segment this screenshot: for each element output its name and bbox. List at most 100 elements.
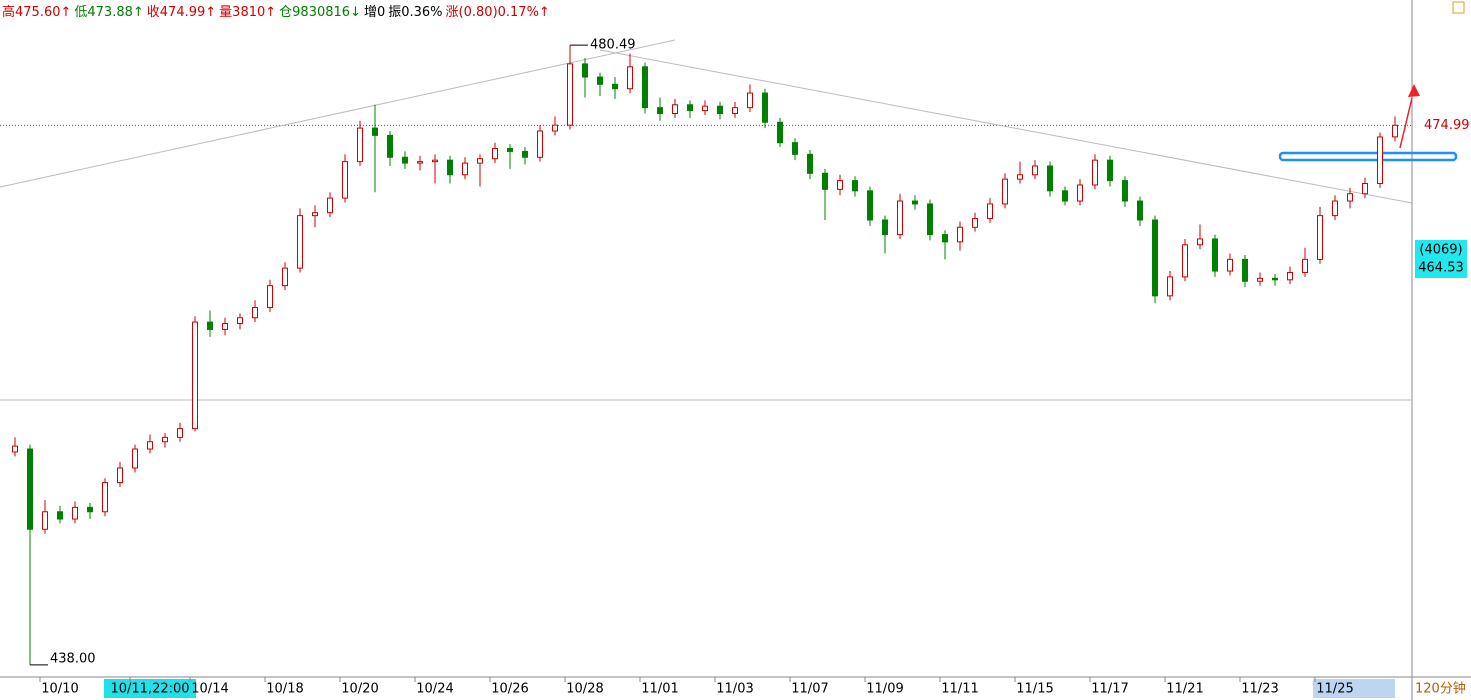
candle-body [1347,193,1353,202]
time-label: 11/25 [1316,682,1353,697]
candle-body [282,267,288,287]
candle-body [897,200,903,236]
time-label: 11/01 [641,682,678,697]
candle-body [852,180,858,192]
header-item: 振0.36% [388,5,443,20]
candle-body [12,445,18,453]
candle-body [492,148,498,160]
candle-body [312,212,318,217]
candle-body [147,441,153,450]
header-item: 收474.99↑ [146,5,217,20]
candle-body [1242,258,1248,282]
candle-body [642,66,648,109]
candle-body [387,134,393,158]
candle-body [537,130,543,158]
max-label: 480.49 [590,38,636,53]
candle-body [87,506,93,513]
candle-body [1302,258,1308,274]
time-label: 11/09 [866,682,903,697]
candle-body [57,511,63,520]
candle-body [177,428,183,438]
time-label: 11/07 [791,682,828,697]
candle-body [342,161,348,199]
header-item: 增0 [363,5,386,20]
header-item: 涨(0.80)0.17%↑ [445,5,550,20]
candle-body [432,159,438,163]
candle-body [957,226,963,243]
candle-body [27,448,33,530]
candle-body [1032,165,1038,176]
candle-body [612,83,618,90]
candle-body [1137,200,1143,221]
candle-body [867,190,873,221]
candle-body [267,285,273,309]
time-label: 10/14 [191,682,228,697]
candle-body [132,448,138,469]
candle-body [762,92,768,123]
candle-body [732,107,738,114]
candle-body [222,323,228,330]
time-label: 11/17 [1091,682,1128,697]
last-price-label: 474.99 [1424,118,1470,133]
header-item: 量3810↑ [219,5,277,20]
candle-body [1272,277,1278,281]
candle-body [507,148,513,152]
candle-body [1152,219,1158,297]
min-label: 438.00 [50,651,96,666]
arrow-head [1408,84,1420,97]
candle-body [1332,200,1338,217]
time-label: 11/15 [1016,682,1053,697]
candle-body [1182,244,1188,278]
candle-body [882,219,888,236]
header-item: 低473.88↑ [74,5,144,20]
cursor-box [1415,240,1467,278]
candle-body [372,127,378,136]
candle-body [627,66,633,90]
trend-line [0,39,676,188]
candle-body [792,142,798,155]
candle-body [1002,178,1008,205]
candle-body [462,162,468,176]
candle-body [552,124,558,132]
candle-body [1392,124,1398,138]
candle-body [822,172,828,190]
time-label: 10/26 [491,682,528,697]
candle-body [192,321,198,430]
candle-body [72,506,78,520]
candle-body [657,107,663,114]
candle-body [987,203,993,220]
candle-body [1122,180,1128,202]
candle-body [1377,136,1383,185]
cursor-volume: (4069) [1419,243,1462,258]
time-label: 10/20 [341,682,378,697]
candle-body [1077,184,1083,202]
checkbox[interactable] [1452,1,1465,14]
candle-body [597,76,603,85]
candle-body [747,92,753,109]
candle-body [1317,215,1323,260]
time-label-highlight [1313,679,1395,698]
candle-body [1257,277,1263,282]
candle-body [1017,174,1023,180]
candle-body [912,200,918,205]
candle-body [1047,165,1053,192]
candle-body [702,105,708,112]
candle-body [117,467,123,484]
header: 高475.60↑ 低473.88↑ 收474.99↑ 量3810↑ 仓9830816↓ 增… [2,1,553,20]
candle-body [837,180,843,190]
candle-body [102,482,108,513]
header-item: 高475.60↑ [2,5,72,20]
cursor-price: 464.53 [1418,261,1464,276]
time-label: 11/23 [1241,682,1278,697]
trend-line [599,49,1413,204]
candle-body [1062,190,1068,202]
candle-body [687,104,693,112]
candle-body [1197,238,1203,246]
time-label: 11/21 [1166,682,1203,697]
candle-body [567,63,573,126]
candle-body [297,215,303,269]
time-label: 10/11,22:00 [110,682,189,697]
candle-body [522,150,528,158]
